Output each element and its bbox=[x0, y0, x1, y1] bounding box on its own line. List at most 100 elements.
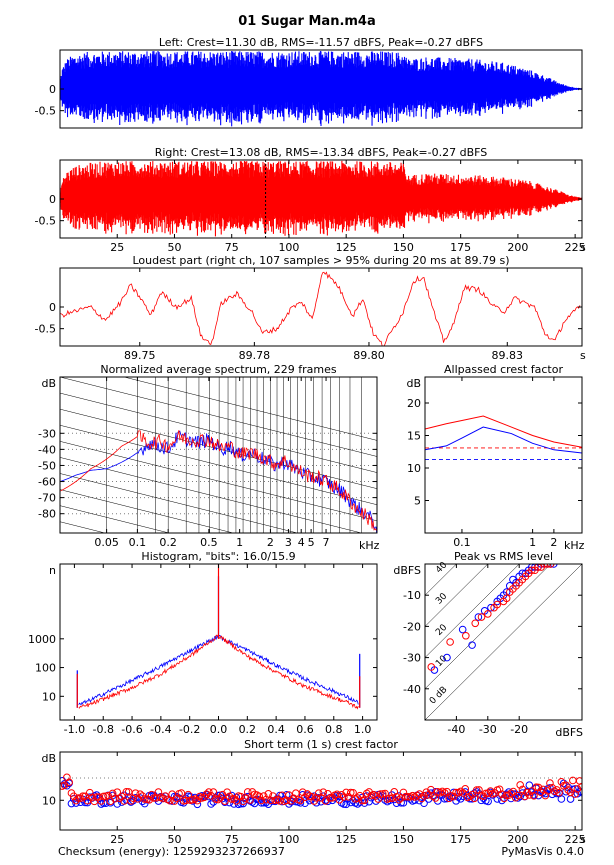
slope-line bbox=[60, 489, 235, 533]
short-term-point-red bbox=[264, 790, 273, 798]
x-tick-label: -0.8 bbox=[92, 723, 113, 736]
short-term-point-blue bbox=[138, 797, 147, 806]
short-term-point-red bbox=[571, 790, 579, 798]
y-tick-label: -10 bbox=[403, 589, 421, 602]
crest-diagonal bbox=[425, 564, 520, 658]
x-tick-label: -0.6 bbox=[121, 723, 142, 736]
x-tick-label: 2 bbox=[550, 536, 557, 549]
x-tick-label: 0.6 bbox=[296, 723, 314, 736]
x-tick-label: 50 bbox=[167, 833, 181, 846]
x-tick-label: -1.0 bbox=[64, 723, 85, 736]
loudest-panel: 0 -0.5 89.75 89.78 89.80 89.83 s Loudest part (… bbox=[35, 254, 586, 362]
short-term-point-red bbox=[395, 795, 403, 804]
short-term-point-red bbox=[466, 792, 474, 801]
short-term-point-red bbox=[516, 781, 524, 789]
short-term-point-red bbox=[546, 779, 554, 787]
short-term-point-red bbox=[314, 789, 323, 798]
peak-rms-point-red bbox=[502, 594, 511, 603]
allpass-blue bbox=[424, 426, 583, 454]
short-term-point-blue bbox=[420, 799, 428, 808]
x-unit-label: kHz bbox=[359, 539, 380, 552]
x-tick-label: 25 bbox=[110, 833, 124, 846]
y-tick-label: -20 bbox=[403, 620, 421, 633]
short-term-point-red bbox=[385, 794, 394, 803]
short-term-point-red bbox=[356, 791, 364, 800]
x-tick-label: -0.2 bbox=[179, 723, 200, 736]
x-tick-label: 1 bbox=[236, 536, 243, 549]
short-term-point-red bbox=[140, 795, 149, 803]
peak-rms-point-red bbox=[484, 610, 492, 618]
short-term-point-red bbox=[76, 794, 85, 802]
short-term-point-red bbox=[429, 792, 437, 801]
short-term-point-red bbox=[461, 785, 470, 793]
short-term-point-red bbox=[72, 796, 80, 805]
short-term-point-blue bbox=[72, 799, 80, 807]
peak-rms-point-blue bbox=[512, 578, 520, 587]
x-tick-label: 7 bbox=[323, 536, 330, 549]
x-tick-label: 150 bbox=[393, 241, 414, 254]
short-term-point-red bbox=[337, 791, 346, 799]
short-term-point-red bbox=[390, 788, 399, 796]
spectrum-frame bbox=[59, 376, 378, 534]
y-tick-label: -40 bbox=[38, 443, 56, 456]
short-term-point-red bbox=[298, 788, 307, 797]
y-tick-label: -0.5 bbox=[35, 323, 56, 336]
short-term-point-blue bbox=[262, 798, 270, 807]
short-term-point-red bbox=[129, 794, 138, 803]
spectrum-blue bbox=[60, 430, 377, 533]
slope-line bbox=[60, 392, 377, 473]
short-term-point-red bbox=[312, 794, 321, 802]
short-term-point-red bbox=[79, 792, 87, 800]
x-tick-label: 5 bbox=[308, 536, 315, 549]
short-term-panel: 10 25 50 75 100 125 150 175 200 225 dB s Short term … bbox=[41, 738, 586, 846]
loudest-trace bbox=[60, 271, 581, 346]
x-tick-label: 1.0 bbox=[354, 723, 372, 736]
y-tick-label: 20 bbox=[407, 397, 421, 410]
short-term-point-red bbox=[111, 794, 119, 803]
x-tick-label: 75 bbox=[225, 241, 239, 254]
x-tick-label: 225 bbox=[565, 241, 586, 254]
short-term-point-red bbox=[246, 796, 254, 804]
panel-title: Peak vs RMS level bbox=[454, 550, 553, 563]
short-term-point-red bbox=[202, 790, 211, 798]
x-tick-label: 0.8 bbox=[325, 723, 343, 736]
short-term-point-blue bbox=[179, 798, 188, 807]
peak-rms-point-red bbox=[427, 663, 436, 671]
peak-rms-frame bbox=[424, 563, 583, 721]
short-term-point-red bbox=[449, 792, 458, 801]
panel-title: Histogram, "bits": 16.0/15.9 bbox=[141, 550, 295, 563]
crest-diagonal bbox=[425, 564, 582, 720]
x-tick-label: 0.5 bbox=[200, 536, 218, 549]
short-term-point-red bbox=[541, 791, 550, 800]
short-term-point-red bbox=[438, 787, 447, 796]
x-tick-label: 150 bbox=[393, 833, 414, 846]
peak-rms-point-red bbox=[477, 613, 486, 621]
peak-rms-point-red bbox=[446, 638, 454, 646]
peak-rms-point-blue bbox=[474, 613, 483, 621]
slope-line bbox=[60, 408, 377, 489]
allpass-red bbox=[424, 415, 583, 448]
slope-line bbox=[60, 377, 377, 457]
short-term-point-blue bbox=[140, 799, 149, 808]
short-term-point-red bbox=[85, 788, 94, 797]
short-term-point-red bbox=[308, 792, 316, 801]
x-tick-label: 3 bbox=[285, 536, 292, 549]
short-term-frame bbox=[59, 751, 583, 831]
short-term-point-red bbox=[172, 794, 181, 803]
short-term-point-blue bbox=[312, 798, 321, 807]
short-term-point-red bbox=[65, 778, 73, 787]
x-tick-label: -20 bbox=[510, 723, 528, 736]
short-term-point-red bbox=[344, 792, 353, 801]
x-unit-label: kHz bbox=[564, 539, 585, 552]
slope-line bbox=[123, 377, 377, 441]
short-term-point-red bbox=[177, 789, 186, 797]
short-term-point-red bbox=[223, 788, 231, 796]
short-term-point-red bbox=[578, 782, 582, 791]
y-unit-label: dB bbox=[41, 752, 56, 765]
short-term-point-red bbox=[562, 781, 570, 790]
x-tick-label: 4 bbox=[298, 536, 305, 549]
x-tick-label: 100 bbox=[278, 833, 299, 846]
short-term-point-red bbox=[69, 792, 78, 801]
x-tick-label: 0.1 bbox=[453, 536, 471, 549]
short-term-point-red bbox=[358, 796, 367, 805]
